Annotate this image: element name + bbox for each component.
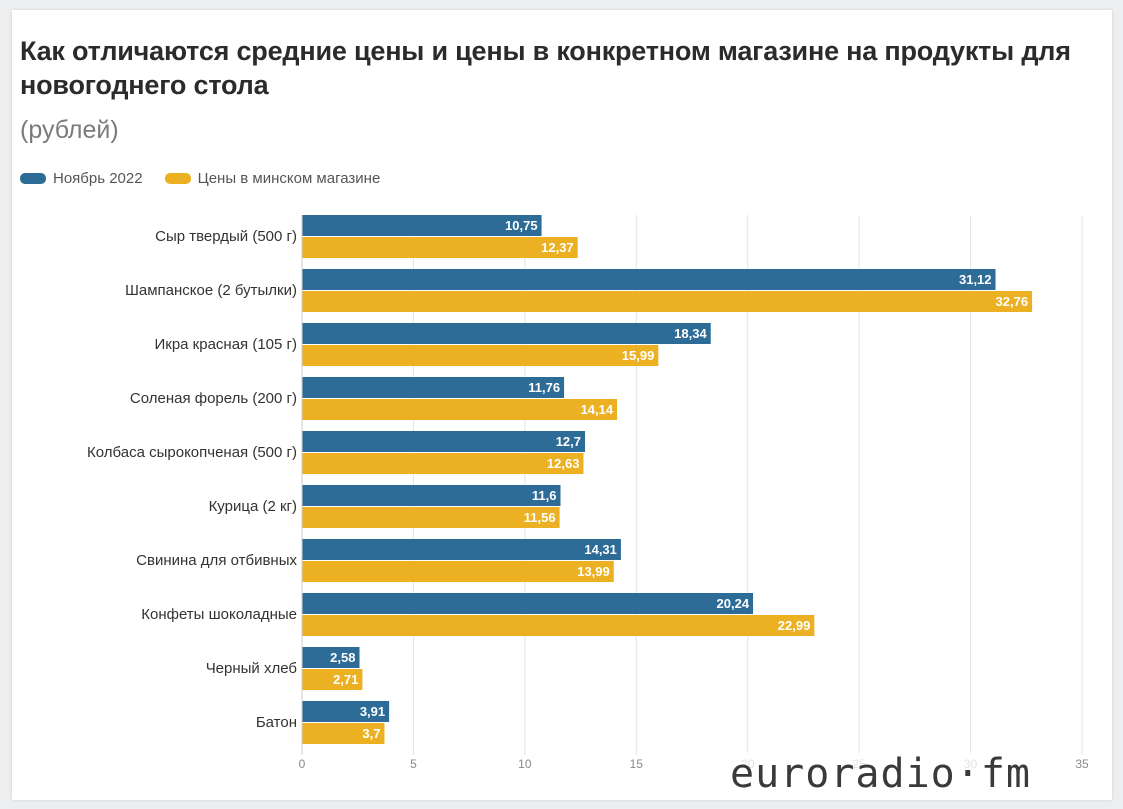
chart-title: Как отличаются средние цены и цены в кон… (20, 36, 1071, 100)
data-label: 32,76 (996, 294, 1029, 309)
data-label: 12,7 (556, 434, 581, 449)
category-label: Батон (256, 714, 297, 731)
data-label: 13,99 (577, 564, 610, 579)
category-label: Курица (2 кг) (209, 498, 297, 515)
bar-minsk-store-7 (302, 615, 815, 636)
chart-subtitle: (рублей) (20, 116, 119, 144)
bar-minsk-store-1 (302, 291, 1033, 312)
bar-minsk-store-4 (302, 453, 584, 474)
category-label: Конфеты шоколадные (141, 606, 297, 623)
legend-swatch-minsk-store (164, 173, 191, 184)
data-label: 20,24 (717, 596, 750, 611)
legend-item-november[interactable]: Ноябрь 2022 (20, 170, 143, 187)
bar-minsk-store-3 (302, 399, 618, 420)
x-tick-label: 0 (299, 757, 306, 771)
bar-november-2 (302, 323, 711, 344)
data-label: 12,37 (541, 240, 574, 255)
data-label: 18,34 (674, 326, 707, 341)
bar-minsk-store-8 (302, 669, 363, 690)
bar-minsk-store-6 (302, 561, 614, 582)
bar-november-4 (302, 431, 586, 452)
data-label: 11,76 (528, 380, 560, 395)
category-label: Черный хлеб (206, 660, 297, 677)
bar-november-5 (302, 485, 561, 506)
data-label: 3,91 (360, 704, 385, 719)
bar-minsk-store-0 (302, 237, 578, 258)
x-tick-label: 15 (630, 757, 644, 771)
bar-november-9 (302, 701, 390, 722)
bar-november-7 (302, 593, 754, 614)
bar-november-0 (302, 215, 542, 236)
bar-november-6 (302, 539, 621, 560)
data-label: 12,63 (547, 456, 580, 471)
legend-item-minsk-store[interactable]: Цены в минском магазине (164, 170, 381, 187)
x-tick-label: 35 (1075, 757, 1089, 771)
euroradio-watermark: euroradio·fm (726, 752, 1035, 796)
data-label: 2,71 (333, 672, 358, 687)
category-label: Сыр твердый (500 г) (155, 228, 297, 245)
bar-minsk-store-2 (302, 345, 659, 366)
legend-swatch-november (20, 173, 46, 184)
x-tick-label: 10 (518, 757, 532, 771)
bar-november-1 (302, 269, 996, 290)
data-label: 11,56 (524, 510, 556, 525)
bar-minsk-store-5 (302, 507, 560, 528)
category-label: Колбаса сырокопченая (500 г) (87, 444, 297, 461)
legend: Ноябрь 2022 Цены в минском магазине (20, 170, 402, 187)
bar-november-3 (302, 377, 565, 398)
bar-minsk-store-9 (302, 723, 385, 744)
data-label: 14,14 (581, 402, 614, 417)
legend-label-november: Ноябрь 2022 (53, 170, 143, 187)
x-tick-label: 5 (410, 757, 417, 771)
bar-november-8 (302, 647, 360, 668)
category-label: Соленая форель (200 г) (130, 390, 297, 407)
data-label: 22,99 (778, 618, 811, 633)
data-label: 3,7 (362, 726, 380, 741)
data-label: 15,99 (622, 348, 655, 363)
data-label: 31,12 (959, 272, 992, 287)
data-label: 14,31 (584, 542, 617, 557)
category-label: Свинина для отбивных (136, 552, 297, 569)
legend-label-minsk-store: Цены в минском магазине (197, 170, 381, 187)
data-label: 10,75 (505, 218, 538, 233)
data-label: 2,58 (330, 650, 355, 665)
data-label: 11,6 (532, 488, 557, 503)
category-label: Шампанское (2 бутылки) (125, 282, 297, 299)
category-label: Икра красная (105 г) (154, 336, 297, 353)
